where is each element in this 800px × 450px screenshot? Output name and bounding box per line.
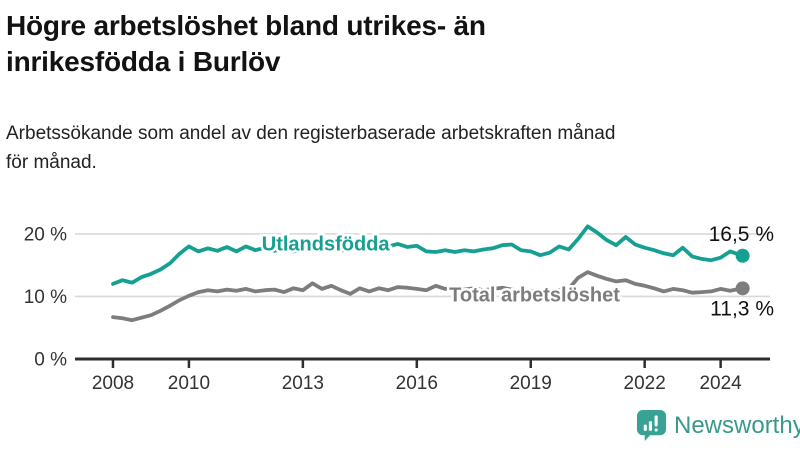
x-tick-label-2022: 2022	[624, 373, 666, 394]
x-tick-label-2010: 2010	[168, 373, 210, 394]
series-label-0: Utlandsfödda	[262, 233, 391, 255]
newsworthy-speech-bubble-icon	[636, 410, 667, 441]
x-tick-label-2019: 2019	[510, 373, 552, 394]
end-value-label-1: 11,3 %	[710, 297, 774, 320]
y-tick-label-20 %: 20 %	[24, 224, 67, 245]
y-tick-label-0 %: 0 %	[34, 350, 67, 371]
x-tick-label-2008: 2008	[92, 373, 134, 394]
series-label-1: Total arbetslöshet	[449, 285, 620, 307]
x-tick-label-2013: 2013	[282, 373, 324, 394]
newsworthy-wordmark: Newsworthy	[674, 411, 800, 439]
series-end-dot-1	[735, 281, 750, 296]
end-value-label-0: 16,5 %	[709, 223, 774, 246]
y-tick-label-10 %: 10 %	[24, 287, 67, 308]
chart-subtitle-line1: Arbetssökande som andel av den registerb…	[6, 123, 616, 144]
x-tick-label-2024: 2024	[699, 373, 742, 394]
chart-subtitle-line2: för månad.	[6, 151, 97, 173]
page-title: Högre arbetslöshet bland utrikes- än inr…	[6, 8, 486, 81]
chart-subtitle: Arbetssökande som andel av den registerb…	[6, 120, 615, 177]
series-line-1	[111, 270, 745, 323]
series-line-0	[111, 224, 745, 286]
page-title-line2: inrikesfödda i Burlöv	[6, 46, 281, 78]
page-title-line1: Högre arbetslöshet bland utrikes- än	[6, 10, 486, 41]
x-tick-label-2016: 2016	[396, 373, 438, 394]
series-end-dot-0	[735, 248, 750, 263]
newsworthy-logo: Newsworthy	[636, 409, 800, 442]
